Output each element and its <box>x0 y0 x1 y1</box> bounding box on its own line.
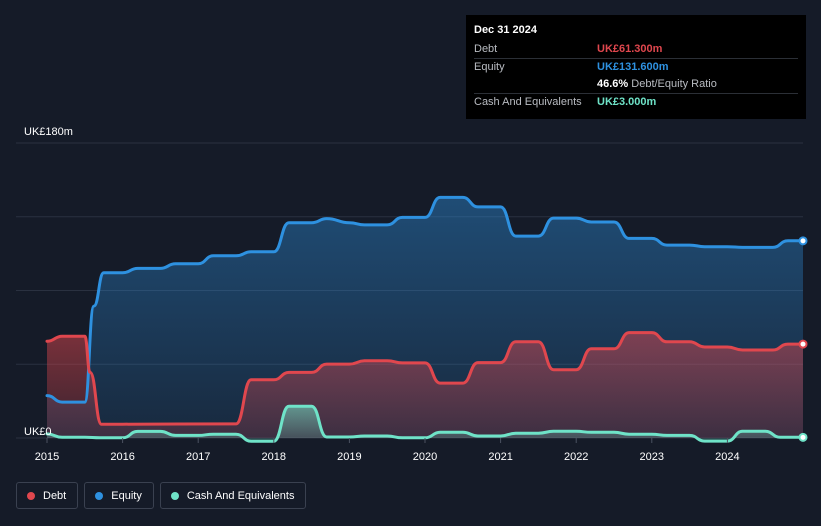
x-tick-label: 2019 <box>337 451 361 463</box>
x-tick-label: 2015 <box>35 451 59 463</box>
x-tick-label: 2020 <box>413 451 437 463</box>
debt-dot-icon <box>27 491 35 500</box>
tooltip-row-ratio: 46.6% Debt/Equity Ratio <box>474 76 798 93</box>
x-tick-label: 2024 <box>715 451 739 463</box>
equity-line <box>45 195 805 404</box>
end-markers <box>798 236 808 442</box>
tooltip-value-equity: UK£131.600m <box>597 61 669 73</box>
x-tick-label: 2016 <box>110 451 134 463</box>
debt-end-marker <box>798 339 808 349</box>
legend-label-debt: Debt <box>43 489 67 502</box>
x-axis-ticks: 2015 2016 2017 2018 2019 2020 2021 2022 2023 2024 <box>35 438 740 463</box>
tooltip-label-ratio <box>474 76 597 93</box>
legend-label-cash: Cash And Equivalents <box>186 489 295 502</box>
legend-item-debt[interactable]: Debt <box>16 482 79 509</box>
tooltip-label-equity: Equity <box>474 61 505 73</box>
cash-end-marker <box>798 432 808 442</box>
x-tick-label: 2022 <box>564 451 588 463</box>
debt-line <box>45 331 805 426</box>
x-tick-label: 2023 <box>640 451 664 463</box>
legend-item-equity[interactable]: Equity <box>84 482 154 509</box>
tooltip-label-cash: Cash And Equivalents <box>474 96 582 108</box>
y-axis-top-label: UK£180m <box>24 126 73 138</box>
tooltip-row-cash: Cash And Equivalents UK£3.000m <box>474 93 798 111</box>
legend-label-equity: Equity <box>111 489 142 502</box>
x-tick-label: 2017 <box>186 451 210 463</box>
tooltip-row-debt: Debt UK£61.300m <box>474 41 798 58</box>
tooltip-label-debt: Debt <box>474 43 498 55</box>
equity-end-marker <box>798 236 808 246</box>
cash-line <box>45 404 805 443</box>
series-lines <box>45 195 805 443</box>
tooltip-row-equity: Equity UK£131.600m <box>474 58 798 76</box>
tooltip-value-cash: UK£3.000m <box>597 96 657 108</box>
series-areas <box>47 197 803 442</box>
chart-legend: Debt Equity Cash And Equivalents <box>16 482 312 509</box>
tooltip-panel: Dec 31 2024 Debt UK£61.300m Equity UK£13… <box>466 15 806 119</box>
equity-dot-icon <box>95 491 104 500</box>
tooltip-ratio-caption: Debt/Equity Ratio <box>631 78 717 90</box>
tooltip-value-ratio: 46.6% <box>597 78 629 90</box>
y-axis-bottom-label: UK£0 <box>24 426 52 438</box>
x-tick-label: 2021 <box>488 451 512 463</box>
tooltip-date: Dec 31 2024 <box>474 24 537 36</box>
cash-dot-icon <box>170 491 179 500</box>
debt-area <box>47 332 803 438</box>
legend-item-cash[interactable]: Cash And Equivalents <box>159 482 307 509</box>
tooltip-value-debt: UK£61.300m <box>597 43 663 55</box>
x-tick-label: 2018 <box>262 451 286 463</box>
